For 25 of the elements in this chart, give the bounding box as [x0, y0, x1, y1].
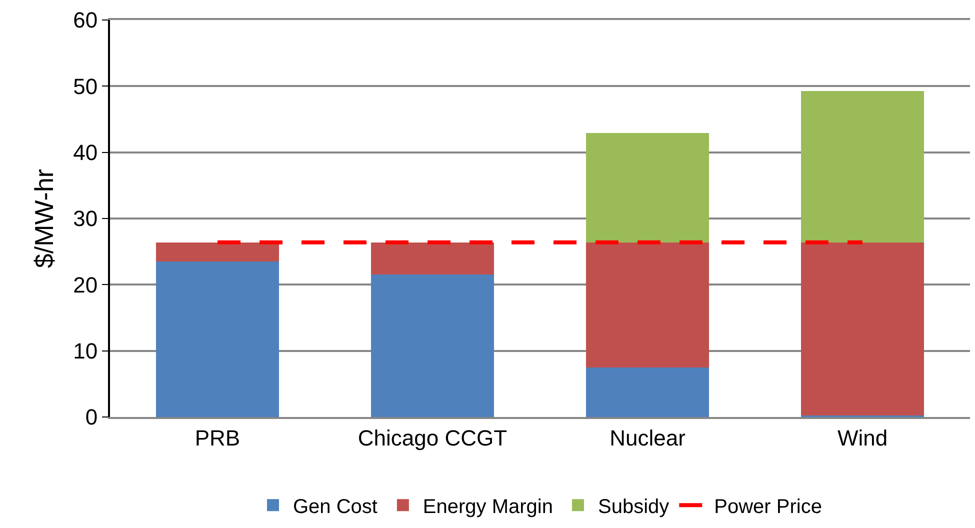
y-tick-label: 0 — [85, 404, 98, 430]
legend-label: Power Price — [714, 496, 822, 518]
y-tick-label: 30 — [73, 206, 98, 232]
bar — [586, 367, 709, 417]
legend-label: Energy Margin — [422, 496, 553, 518]
y-tick-label: 40 — [73, 140, 98, 166]
bar — [156, 262, 279, 417]
bar — [586, 242, 709, 368]
legend-label: Gen Cost — [293, 496, 378, 518]
bar — [586, 133, 709, 242]
y-tick-label: 60 — [73, 8, 98, 33]
y-axis-title: $/MW-hr — [29, 168, 60, 268]
legend-label: Subsidy — [598, 496, 670, 518]
bar — [801, 90, 924, 242]
bar — [156, 242, 279, 262]
y-tick-label: 10 — [73, 338, 98, 364]
y-tick-label: 20 — [73, 272, 98, 298]
x-tick-label: Chicago CCGT — [358, 425, 508, 450]
x-tick-label: Nuclear — [610, 425, 686, 450]
bar — [371, 242, 494, 275]
y-tick-label: 50 — [73, 74, 98, 99]
bar — [371, 274, 494, 417]
x-tick-label: PRB — [194, 425, 240, 450]
bar — [801, 242, 924, 416]
x-tick-label: Wind — [837, 425, 888, 450]
